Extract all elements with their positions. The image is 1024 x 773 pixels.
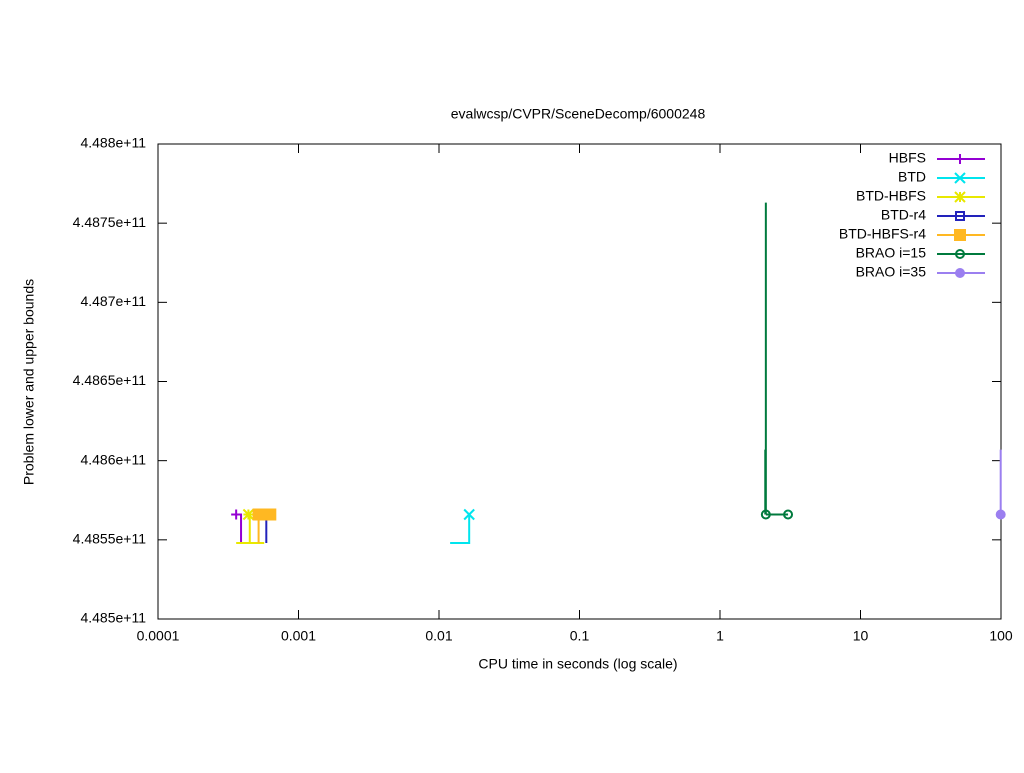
legend-marker — [955, 211, 965, 221]
x-tick-label: 0.0001 — [137, 628, 180, 644]
chart-title: evalwcsp/CVPR/SceneDecomp/6000248 — [451, 106, 706, 122]
y-tick-label: 4.4855e+11 — [73, 531, 147, 547]
legend-marker — [955, 249, 965, 259]
data-point — [264, 508, 277, 521]
x-tick-label: 0.01 — [425, 628, 452, 644]
data-point — [252, 508, 265, 521]
x-tick-label: 0.001 — [281, 628, 316, 644]
x-tick-label: 0.1 — [570, 628, 590, 644]
y-tick-label: 4.485e+11 — [80, 610, 146, 626]
x-tick-label: 10 — [853, 628, 869, 644]
legend-label: BTD-HBFS — [856, 188, 926, 204]
y-tick-label: 4.4865e+11 — [73, 372, 147, 388]
data-point — [760, 509, 771, 520]
data-point — [783, 509, 794, 520]
legend-label: BTD-HBFS-r4 — [839, 226, 926, 242]
legend-label: BTD-r4 — [881, 207, 926, 223]
data-point — [242, 508, 255, 521]
y-tick-label: 4.487e+11 — [80, 293, 146, 309]
data-point — [995, 509, 1006, 520]
legend-label: BRAO i=35 — [856, 264, 927, 280]
legend-marker — [955, 268, 965, 278]
data-point — [463, 508, 475, 521]
x-tick-label: 1 — [716, 628, 724, 644]
legend-marker — [954, 172, 966, 184]
y-tick-label: 4.488e+11 — [80, 135, 146, 151]
legend-marker — [954, 191, 966, 203]
y-tick-label: 4.4875e+11 — [73, 214, 147, 230]
legend-marker — [955, 154, 965, 164]
x-axis-label: CPU time in seconds (log scale) — [478, 656, 677, 672]
y-axis-label: Problem lower and upper bounds — [21, 279, 37, 485]
series-line — [450, 514, 471, 544]
legend-label: BRAO i=15 — [856, 245, 927, 261]
legend-label: HBFS — [889, 150, 926, 166]
y-tick-label: 4.486e+11 — [80, 451, 146, 467]
legend-marker — [954, 229, 966, 241]
legend-label: BTD — [898, 169, 926, 185]
x-tick-label: 100 — [989, 628, 1013, 644]
data-point — [231, 509, 242, 520]
